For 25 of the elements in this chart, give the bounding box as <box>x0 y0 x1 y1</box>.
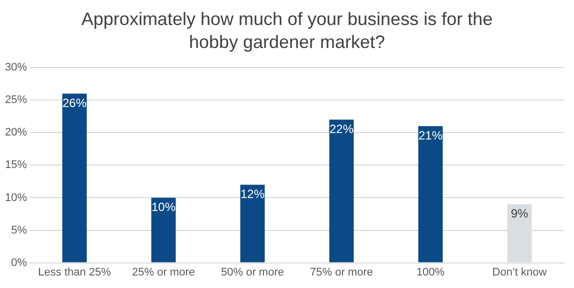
x-tick-label: 75% or more <box>310 266 373 278</box>
data-label: 9% <box>510 206 529 221</box>
data-label: 26% <box>62 96 87 110</box>
y-tick-label: 20% <box>4 126 28 139</box>
data-label: 12% <box>240 187 265 202</box>
chart-title: Approximately how much of your business is for the hobby gardener market? <box>80 8 494 54</box>
y-tick-label: 0% <box>11 256 28 269</box>
x-tick-label: 25% or more <box>132 266 196 278</box>
bar <box>329 120 354 262</box>
bar <box>151 198 176 262</box>
data-label: 22% <box>329 122 354 136</box>
y-tick-label: 15% <box>4 159 28 172</box>
x-tick-label: Less than 25% <box>38 266 112 278</box>
data-label: 21% <box>418 128 443 142</box>
data-label: 10% <box>151 200 176 214</box>
y-tick-label: 30% <box>4 62 28 74</box>
bar <box>240 184 265 262</box>
y-tick-label: 5% <box>11 224 28 236</box>
x-tick-label: Don’t know <box>492 266 547 278</box>
bar <box>418 126 443 262</box>
x-tick-label: 50% or more <box>221 266 284 278</box>
x-tick-label: 100% <box>416 266 445 278</box>
y-tick-label: 25% <box>4 94 28 106</box>
bar <box>62 94 87 262</box>
y-tick-label: 10% <box>4 192 28 204</box>
